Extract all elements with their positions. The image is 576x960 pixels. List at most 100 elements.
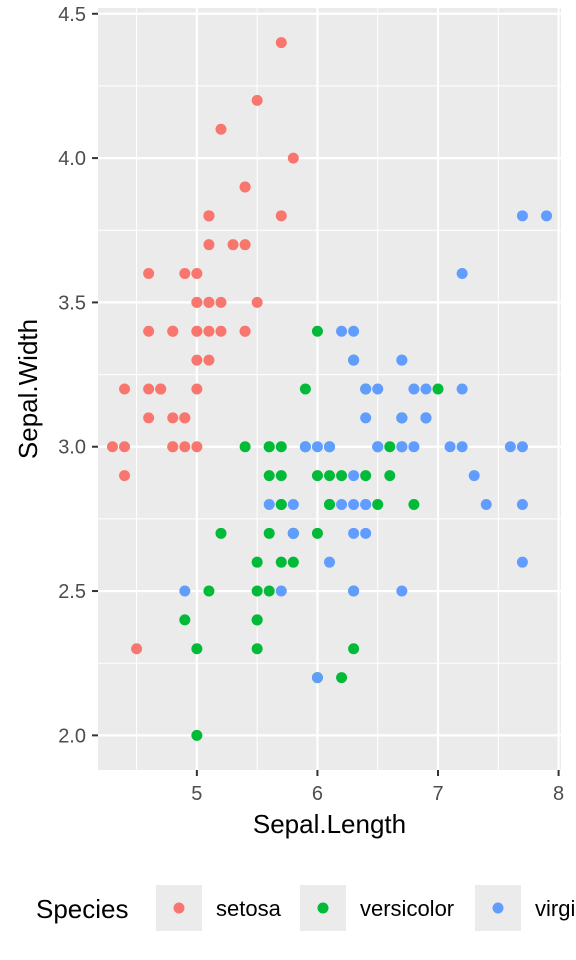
data-point-versicolor [275, 441, 287, 453]
data-point-setosa [251, 94, 263, 106]
data-point-virginica [504, 441, 516, 453]
data-point-virginica [311, 672, 323, 684]
data-point-virginica [396, 354, 408, 366]
data-point-setosa [167, 325, 179, 337]
legend: Species setosa versicolor virginica [36, 885, 576, 931]
y-tick-label: 3.0 [58, 437, 86, 459]
data-point-setosa [215, 325, 227, 337]
data-point-setosa [155, 383, 167, 395]
data-point-virginica [396, 441, 408, 453]
data-point-virginica [444, 441, 456, 453]
data-point-setosa [251, 296, 263, 308]
y-tick-label: 4.5 [58, 4, 86, 26]
data-point-versicolor [251, 556, 263, 568]
data-point-setosa [275, 210, 287, 222]
x-tick-label: 5 [191, 783, 202, 805]
data-point-virginica [360, 527, 372, 539]
data-point-setosa [143, 383, 155, 395]
data-point-virginica [408, 383, 420, 395]
data-point-setosa [227, 239, 239, 251]
data-point-setosa [143, 325, 155, 337]
y-tick-label: 2.0 [58, 725, 86, 747]
data-point-versicolor [384, 441, 396, 453]
y-tick-label: 2.5 [58, 581, 86, 603]
data-point-virginica [348, 470, 360, 482]
data-point-versicolor [239, 441, 251, 453]
y-axis: 2.0 2.5 3.0 3.5 4.0 4.5 [58, 4, 98, 747]
data-point-setosa [239, 181, 251, 193]
data-point-versicolor [179, 614, 191, 626]
plot-panel [98, 8, 561, 770]
data-point-setosa [239, 325, 251, 337]
data-point-virginica [275, 585, 287, 597]
data-point-virginica [456, 268, 468, 280]
data-point-virginica [324, 556, 335, 568]
data-point-versicolor [251, 585, 263, 597]
data-point-setosa [215, 123, 227, 135]
data-point-versicolor [324, 470, 335, 482]
data-point-versicolor [263, 585, 275, 597]
data-point-virginica [456, 441, 468, 453]
data-point-setosa [143, 268, 155, 280]
data-point-virginica [287, 527, 299, 539]
data-point-versicolor [311, 470, 323, 482]
data-point-versicolor [251, 643, 263, 655]
y-tick-label: 4.0 [58, 148, 86, 170]
legend-label-versicolor: versicolor [360, 896, 454, 921]
data-point-versicolor [432, 383, 444, 395]
legend-swatch-virginica [492, 902, 504, 914]
data-point-virginica [348, 354, 360, 366]
data-point-versicolor [275, 556, 287, 568]
data-point-setosa [203, 325, 215, 337]
data-point-setosa [287, 152, 299, 164]
x-tick-label: 7 [432, 783, 443, 805]
data-point-setosa [215, 296, 227, 308]
data-point-virginica [516, 498, 528, 510]
y-tick-label: 3.5 [58, 292, 86, 314]
data-point-virginica [372, 383, 384, 395]
data-point-versicolor [311, 527, 323, 539]
data-point-versicolor [287, 556, 299, 568]
data-point-versicolor [263, 441, 275, 453]
data-point-versicolor [215, 527, 227, 539]
data-point-virginica [299, 441, 311, 453]
data-point-versicolor [191, 643, 203, 655]
data-point-virginica [408, 441, 420, 453]
data-point-setosa [191, 441, 203, 453]
data-point-setosa [143, 412, 155, 424]
data-point-virginica [348, 527, 360, 539]
legend-label-virginica: virginica [535, 896, 576, 921]
data-point-versicolor [336, 470, 348, 482]
major-gridlines [98, 8, 561, 770]
data-point-versicolor [203, 585, 215, 597]
data-point-virginica [324, 441, 335, 453]
data-point-virginica [263, 498, 275, 510]
data-point-virginica [396, 585, 408, 597]
data-point-setosa [167, 412, 179, 424]
data-point-versicolor [348, 643, 360, 655]
data-point-virginica [348, 585, 360, 597]
data-point-versicolor [360, 470, 372, 482]
data-point-setosa [179, 268, 191, 280]
data-point-virginica [468, 470, 480, 482]
data-point-versicolor [408, 498, 420, 510]
data-point-versicolor [251, 614, 263, 626]
data-point-setosa [191, 268, 203, 280]
data-point-virginica [420, 383, 432, 395]
data-point-virginica [336, 498, 348, 510]
data-point-virginica [372, 441, 384, 453]
data-point-virginica [516, 556, 528, 568]
data-point-versicolor [372, 498, 384, 510]
legend-label-setosa: setosa [216, 896, 282, 921]
data-point-versicolor [191, 729, 203, 741]
data-point-setosa [179, 412, 191, 424]
x-tick-label: 8 [553, 783, 564, 805]
data-point-virginica [360, 383, 372, 395]
data-point-setosa [119, 441, 131, 453]
data-point-setosa [239, 239, 251, 251]
data-points [106, 37, 553, 741]
data-point-setosa [191, 354, 203, 366]
data-point-virginica [456, 383, 468, 395]
data-point-virginica [179, 585, 191, 597]
data-point-virginica [348, 325, 360, 337]
